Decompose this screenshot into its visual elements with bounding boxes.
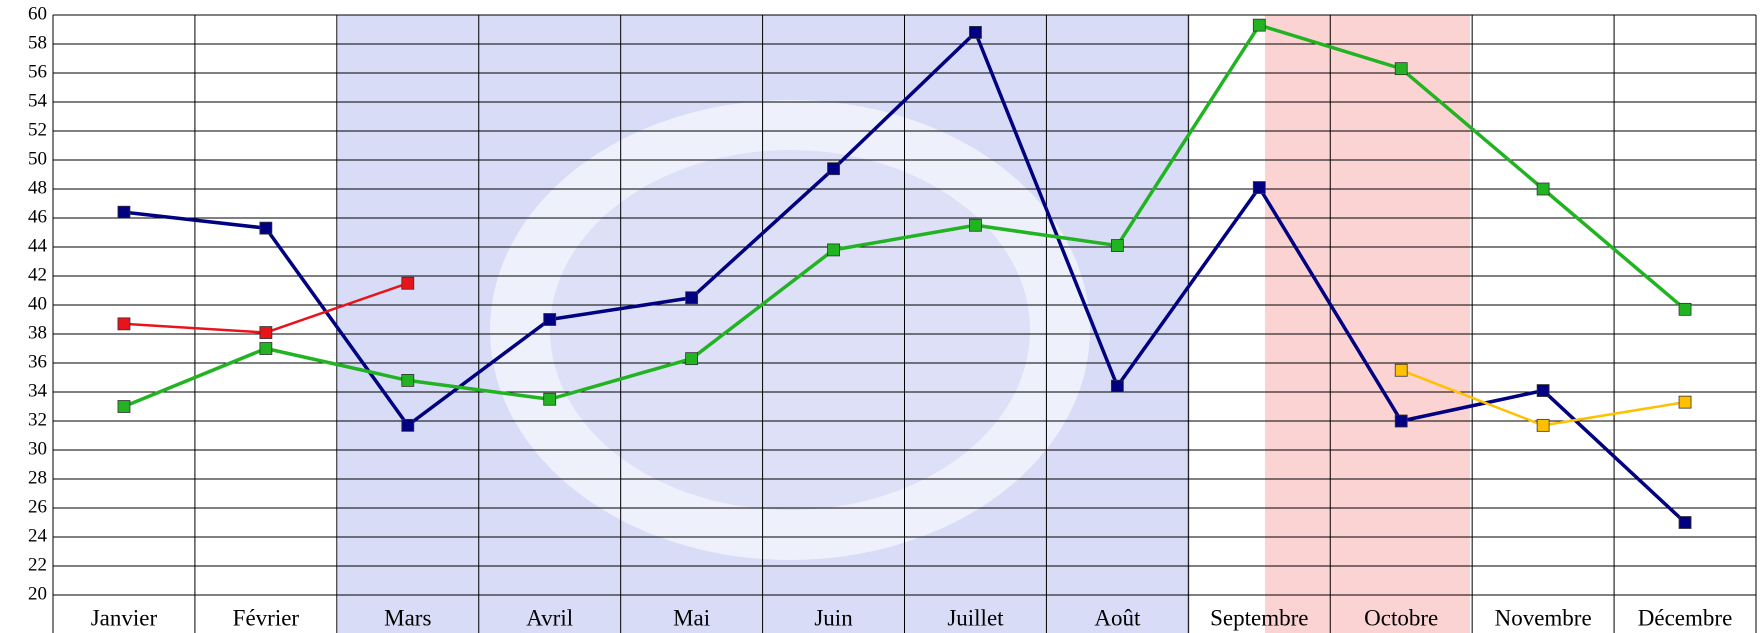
data-point <box>401 418 415 432</box>
x-tick-label: Mai <box>673 605 710 630</box>
data-point <box>969 218 982 232</box>
x-tick-label: Avril <box>526 605 573 630</box>
data-point <box>1678 516 1692 529</box>
data-point <box>1110 239 1124 252</box>
x-tick-label: Février <box>233 605 300 630</box>
y-tick-label: 30 <box>28 438 47 459</box>
y-tick-label: 38 <box>28 322 47 343</box>
data-point <box>827 243 840 257</box>
x-tick-label: Novembre <box>1495 605 1592 630</box>
y-tick-label: 46 <box>28 206 47 227</box>
y-tick-label: 52 <box>28 119 47 140</box>
x-tick-label: Août <box>1094 605 1141 630</box>
data-point <box>1252 181 1266 194</box>
y-tick-label: 34 <box>28 380 48 401</box>
x-tick-label: Juin <box>814 605 853 630</box>
x-tick-label: Septembre <box>1210 605 1308 630</box>
watermark-ring <box>550 150 1030 510</box>
data-point <box>543 392 557 406</box>
x-tick-label: Juillet <box>947 605 1004 630</box>
data-point <box>1394 62 1408 76</box>
data-point <box>969 25 982 39</box>
data-point <box>1536 182 1550 196</box>
x-tick-label: Mars <box>384 605 431 630</box>
data-point <box>117 400 131 413</box>
y-tick-label: 22 <box>28 554 47 575</box>
y-tick-label: 48 <box>28 177 47 198</box>
data-point <box>543 313 557 326</box>
data-point <box>1394 414 1408 428</box>
series-line <box>123 23 1687 409</box>
y-tick-label: 28 <box>28 467 47 488</box>
y-tick-label: 32 <box>28 409 47 430</box>
data-point <box>685 291 699 305</box>
x-tick-label: Décembre <box>1638 605 1733 630</box>
data-point <box>685 352 699 366</box>
y-tick-label: 56 <box>28 61 47 82</box>
data-point <box>1536 418 1550 432</box>
data-point <box>1252 18 1266 32</box>
y-tick-label: 50 <box>28 148 47 169</box>
data-point <box>1110 379 1124 393</box>
data-point <box>117 317 131 331</box>
data-point <box>1678 395 1692 409</box>
y-tick-label: 54 <box>28 90 48 111</box>
data-point <box>259 342 273 355</box>
y-tick-label: 42 <box>28 264 47 285</box>
data-point <box>827 162 840 176</box>
data-point <box>117 205 131 219</box>
data-point <box>259 326 273 339</box>
y-tick-label: 26 <box>28 496 47 517</box>
data-point <box>401 373 415 387</box>
data-point <box>1394 363 1408 377</box>
x-tick-label: Octobre <box>1364 605 1438 630</box>
data-point <box>1536 384 1550 397</box>
watermark <box>338 15 1470 633</box>
y-tick-label: 44 <box>28 235 48 256</box>
data-point <box>1678 302 1692 316</box>
data-point <box>401 276 415 290</box>
series-line <box>123 30 1687 524</box>
x-tick-label: Janvier <box>91 605 158 630</box>
y-tick-label: 24 <box>28 525 48 546</box>
y-tick-label: 20 <box>28 583 47 604</box>
y-tick-label: 58 <box>28 32 47 53</box>
data-point <box>259 221 273 235</box>
y-tick-label: 36 <box>28 351 47 372</box>
y-tick-label: 60 <box>28 3 47 24</box>
y-tick-label: 40 <box>28 293 47 314</box>
watermark-band <box>1265 15 1470 633</box>
